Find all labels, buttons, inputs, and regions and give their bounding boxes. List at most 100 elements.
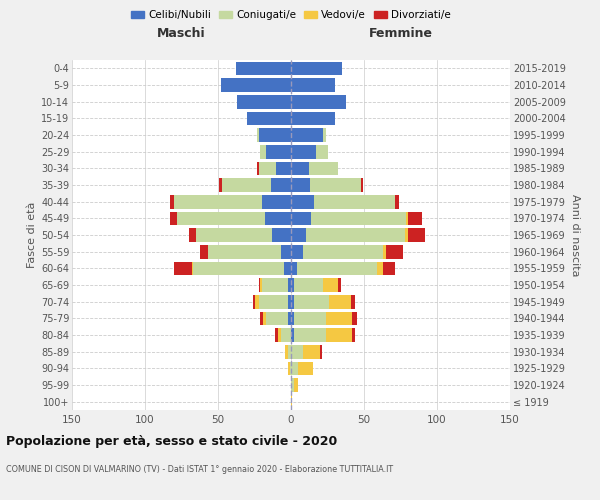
Bar (294, 328, 326, 342)
Bar (236, 62, 291, 75)
Bar (329, 295, 351, 308)
Bar (288, 295, 291, 308)
Bar (383, 262, 395, 275)
Bar (361, 178, 362, 192)
Bar (291, 195, 314, 208)
Bar (316, 145, 328, 158)
Bar (189, 228, 196, 242)
Bar (260, 278, 262, 292)
Bar (262, 278, 288, 292)
Bar (338, 278, 341, 292)
Bar (291, 278, 294, 292)
Bar (291, 212, 311, 225)
Bar (297, 262, 377, 275)
Bar (377, 262, 383, 275)
Bar (298, 362, 313, 375)
Bar (288, 278, 291, 292)
Bar (278, 328, 281, 342)
Bar (383, 245, 386, 258)
Bar (266, 312, 288, 325)
Bar (314, 195, 395, 208)
Bar (294, 312, 326, 325)
Bar (310, 178, 361, 192)
Bar (259, 128, 291, 142)
Bar (221, 78, 291, 92)
Bar (174, 262, 192, 275)
Bar (170, 212, 177, 225)
Bar (281, 245, 291, 258)
Y-axis label: Anni di nascita: Anni di nascita (570, 194, 580, 276)
Bar (284, 262, 291, 275)
Legend: Celibi/Nubili, Coniugati/e, Vedovi/e, Divorziati/e: Celibi/Nubili, Coniugati/e, Vedovi/e, Di… (127, 6, 455, 24)
Bar (294, 378, 298, 392)
Bar (320, 345, 322, 358)
Bar (174, 195, 262, 208)
Bar (257, 162, 259, 175)
Bar (271, 178, 291, 192)
Bar (259, 162, 277, 175)
Bar (405, 228, 408, 242)
Bar (294, 295, 329, 308)
Bar (247, 112, 291, 125)
Bar (386, 245, 403, 258)
Bar (395, 195, 399, 208)
Bar (311, 212, 406, 225)
Bar (259, 295, 288, 308)
Bar (223, 178, 271, 192)
Bar (291, 378, 294, 392)
Bar (291, 312, 294, 325)
Bar (265, 212, 291, 225)
Bar (308, 162, 338, 175)
Bar (262, 195, 291, 208)
Bar (177, 212, 265, 225)
Bar (406, 212, 408, 225)
Bar (288, 312, 291, 325)
Bar (323, 128, 326, 142)
Bar (291, 178, 310, 192)
Bar (302, 345, 320, 358)
Bar (281, 328, 291, 342)
Text: Maschi: Maschi (157, 27, 206, 40)
Bar (291, 162, 308, 175)
Bar (200, 245, 208, 258)
Bar (196, 228, 272, 242)
Bar (170, 195, 174, 208)
Bar (291, 228, 305, 242)
Text: Femmine: Femmine (368, 27, 433, 40)
Bar (220, 178, 223, 192)
Bar (408, 228, 425, 242)
Bar (291, 245, 302, 258)
Bar (352, 312, 356, 325)
Bar (257, 128, 259, 142)
Bar (277, 162, 291, 175)
Bar (237, 95, 291, 108)
Bar (259, 278, 260, 292)
Bar (208, 245, 281, 258)
Bar (291, 395, 292, 408)
Bar (288, 362, 290, 375)
Bar (290, 362, 291, 375)
Bar (275, 328, 278, 342)
Bar (192, 262, 193, 275)
Bar (323, 278, 338, 292)
Text: COMUNE DI CISON DI VALMARINO (TV) - Dati ISTAT 1° gennaio 2020 - Elaborazione TU: COMUNE DI CISON DI VALMARINO (TV) - Dati… (6, 465, 393, 474)
Bar (351, 295, 355, 308)
Bar (263, 312, 266, 325)
Bar (291, 95, 346, 108)
Bar (291, 128, 323, 142)
Bar (294, 278, 323, 292)
Bar (285, 345, 288, 358)
Bar (254, 295, 259, 308)
Bar (260, 312, 263, 325)
Bar (326, 312, 352, 325)
Bar (266, 145, 291, 158)
Bar (302, 245, 383, 258)
Bar (291, 295, 294, 308)
Text: Popolazione per età, sesso e stato civile - 2020: Popolazione per età, sesso e stato civil… (6, 435, 337, 448)
Bar (291, 345, 302, 358)
Bar (260, 145, 266, 158)
Bar (326, 328, 352, 342)
Bar (291, 62, 342, 75)
Bar (408, 212, 422, 225)
Bar (291, 112, 335, 125)
